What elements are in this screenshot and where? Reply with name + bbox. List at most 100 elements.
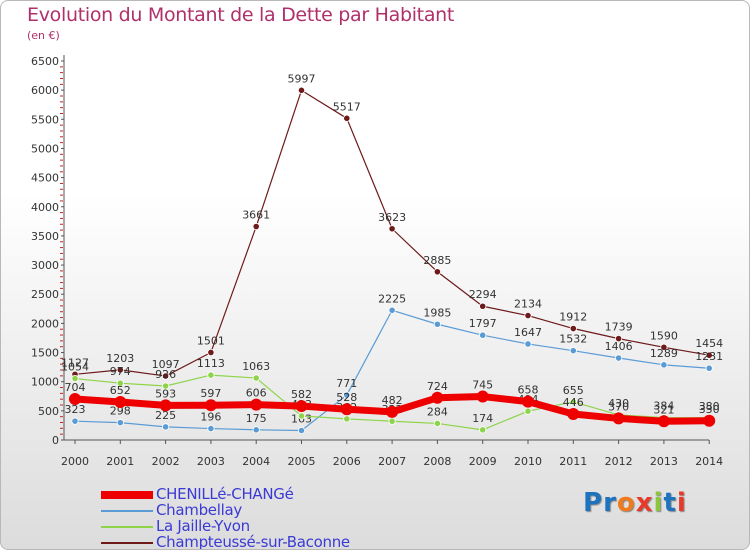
logo-letter: x: [635, 488, 654, 518]
x-tick-label: 2012: [605, 455, 633, 468]
data-point: [207, 424, 215, 433]
x-tick-label: 2005: [288, 455, 316, 468]
data-point: [159, 399, 172, 412]
data-label: 1097: [152, 358, 180, 371]
data-point: [660, 343, 668, 351]
data-label: 771: [336, 377, 357, 390]
y-tick-label: 3000: [31, 259, 59, 272]
data-point: [114, 395, 127, 408]
series-champteuss-sur-baconne: 1127 1203 1097 1501 3661 5997 5517 3623 2885 2294…: [61, 72, 723, 380]
data-point: [162, 372, 170, 380]
data-label: 1797: [469, 317, 497, 330]
data-point: [252, 374, 260, 382]
data-point: [207, 348, 215, 357]
data-label: 704: [65, 381, 86, 394]
legend-label: Champteussé-sur-Baconne: [156, 533, 350, 550]
data-label: 655: [563, 384, 584, 397]
data-label: 1113: [197, 357, 225, 370]
data-label: 225: [155, 409, 176, 422]
data-point: [250, 398, 263, 411]
data-label: 1231: [695, 350, 723, 363]
data-label: 606: [246, 387, 267, 400]
legend-swatch: [101, 526, 153, 528]
data-point: [703, 414, 716, 427]
data-point: [388, 417, 396, 425]
y-tick-label: 5000: [31, 142, 59, 155]
data-point: [388, 225, 396, 233]
data-label: 593: [155, 387, 176, 400]
data-label: 2294: [469, 288, 497, 301]
legend-swatch: [101, 491, 153, 499]
data-point: [524, 407, 532, 415]
data-label: 175: [246, 412, 267, 425]
data-point: [614, 335, 623, 343]
data-point: [297, 412, 306, 420]
x-tick-label: 2014: [695, 455, 723, 468]
data-label: 2134: [514, 298, 542, 311]
y-tick-label: 1500: [31, 347, 59, 360]
x-tick-label: 2013: [650, 455, 678, 468]
data-point: [431, 391, 444, 404]
data-point: [162, 423, 170, 431]
data-point: [479, 331, 487, 339]
data-label: 1501: [197, 334, 225, 347]
data-point: [386, 405, 399, 418]
logo-letter: r: [603, 488, 617, 518]
y-tick-label: 0: [52, 434, 59, 447]
data-point: [569, 347, 577, 355]
data-point: [476, 390, 489, 403]
data-label: 174: [472, 412, 493, 425]
data-point: [569, 324, 577, 333]
data-point: [340, 403, 353, 416]
x-tick-label: 2002: [152, 455, 180, 468]
data-label: 446: [563, 396, 584, 409]
legend-label: CHENILLé-CHANGé: [156, 485, 294, 503]
legend-swatch: [101, 542, 153, 544]
legend-label: Chambellay: [156, 501, 242, 519]
logo-letter: i: [653, 488, 664, 518]
data-point: [479, 426, 487, 434]
data-label: 1127: [61, 356, 89, 369]
data-label: 1454: [695, 337, 723, 350]
data-label: 1203: [106, 352, 134, 365]
x-tick-label: 2008: [423, 455, 451, 468]
logo-letter: P: [583, 488, 604, 518]
data-label: 384: [653, 400, 674, 413]
series-chenill-chang-: 704 652 593 597 606 582 528 482 724 745 658 446 370 3…: [65, 379, 720, 428]
data-label: 370: [608, 400, 629, 413]
data-point: [388, 306, 396, 314]
data-label: 1532: [559, 333, 587, 346]
legend-swatch: [101, 510, 153, 512]
data-label: 196: [200, 411, 221, 424]
data-label: 1590: [650, 329, 678, 342]
data-point: [524, 340, 532, 348]
y-tick-label: 1000: [31, 376, 59, 389]
data-label: 926: [155, 368, 176, 381]
data-label: 323: [65, 403, 86, 416]
logo-letter: o: [616, 488, 636, 518]
y-tick-label: 4000: [31, 201, 59, 214]
y-tick-label: 4500: [31, 172, 59, 185]
chart-unit-label: (en €): [27, 29, 60, 42]
data-point: [524, 311, 532, 320]
data-point: [522, 395, 534, 408]
data-label: 284: [427, 405, 448, 418]
data-label: 652: [110, 384, 131, 397]
data-label: 380: [699, 400, 720, 413]
x-tick-label: 2009: [469, 455, 497, 468]
data-label: 1406: [605, 340, 633, 353]
data-label: 5997: [288, 72, 316, 85]
x-tick-label: 2000: [61, 455, 89, 468]
data-label: 3623: [378, 211, 406, 224]
data-point: [71, 374, 79, 383]
data-point: [343, 391, 351, 399]
data-label: 1739: [605, 321, 633, 334]
data-point: [116, 366, 124, 374]
proxiti-logo: Proxiti: [583, 488, 687, 518]
y-tick-label: 2000: [31, 317, 59, 330]
y-tick-label: 500: [38, 405, 59, 418]
data-point: [343, 415, 351, 423]
data-label: 5517: [333, 100, 361, 113]
